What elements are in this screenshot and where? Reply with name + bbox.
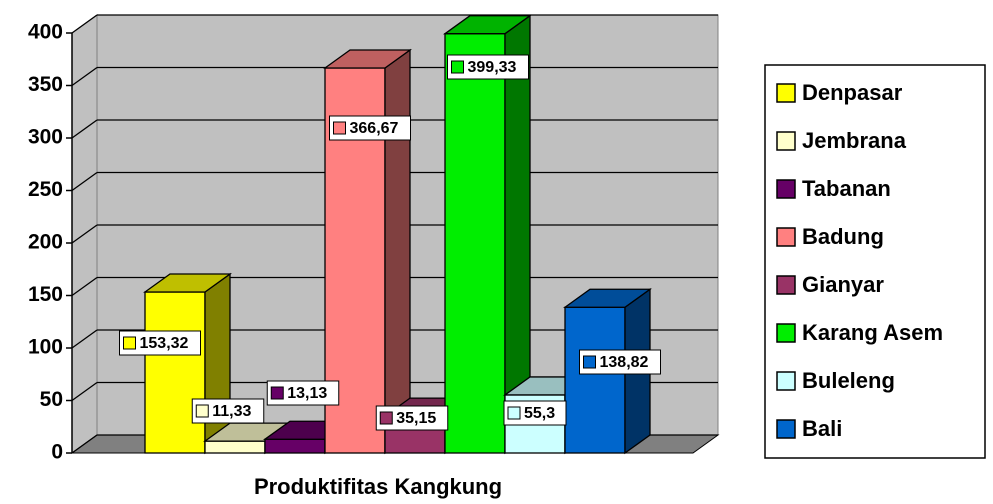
data-label-box [191, 398, 265, 424]
y-tick-label: 0 [51, 441, 63, 464]
grid-line [71, 171, 98, 192]
legend-key [776, 275, 796, 295]
bar-side [384, 48, 411, 455]
legend-label: Karang Asem [802, 320, 943, 345]
legend-label: Gianyar [802, 272, 884, 297]
data-label: 13,13 [287, 385, 327, 402]
legend-label: Buleleng [802, 368, 895, 393]
x-category-label: Produktifitas Kangkung [254, 474, 502, 499]
y-tick-label: 100 [28, 336, 63, 359]
legend-key [776, 371, 796, 391]
legend-key [776, 227, 796, 247]
data-label: 35,15 [396, 410, 436, 427]
legend-key [776, 179, 796, 199]
data-label-key [270, 386, 284, 400]
legend-key [776, 419, 796, 439]
grid-line [71, 381, 98, 402]
bar [144, 291, 206, 454]
bar-top [442, 15, 533, 35]
grid-line [71, 66, 98, 87]
bar [264, 438, 326, 454]
data-label: 138,82 [600, 354, 649, 371]
grid-line [71, 329, 98, 349]
data-label: 55,3 [524, 405, 555, 422]
bar [564, 306, 626, 454]
data-label-key [333, 121, 346, 135]
legend-label: Tabanan [802, 176, 891, 201]
y-tick-label: 350 [28, 73, 63, 96]
grid-line [71, 276, 98, 297]
data-label-key [507, 406, 521, 420]
data-label-key [583, 355, 596, 369]
legend-label: Jembrana [802, 128, 907, 153]
data-label: 399,33 [468, 59, 517, 76]
grid-line [71, 434, 98, 454]
data-label-key [379, 411, 393, 425]
legend-key [776, 131, 796, 151]
grid-line [71, 224, 98, 244]
bar [444, 33, 506, 454]
y-tick-label: 400 [28, 21, 63, 44]
grid-line [71, 14, 98, 34]
data-label-key [451, 60, 464, 74]
legend-label: Badung [802, 224, 884, 249]
data-label: 366,67 [350, 120, 399, 137]
legend-key [776, 323, 796, 343]
legend-label: Bali [802, 416, 842, 441]
bar-top [562, 288, 653, 308]
data-label-key [195, 404, 209, 418]
grid-line [71, 119, 98, 139]
data-label-box [375, 405, 449, 431]
data-label-key [123, 336, 136, 350]
y-tick-label: 300 [28, 126, 63, 149]
bar [204, 440, 266, 454]
bar-top [322, 49, 413, 69]
legend-box [764, 64, 986, 459]
bar-top [142, 273, 233, 293]
data-label: 153,32 [140, 335, 189, 352]
y-tick-label: 150 [28, 283, 63, 306]
y-tick-label: 50 [40, 388, 63, 411]
legend-key [776, 83, 796, 103]
y-tick-label: 200 [28, 231, 63, 254]
data-label: 11,33 [212, 403, 251, 420]
y-tick-label: 250 [28, 178, 63, 201]
legend-label: Denpasar [802, 80, 903, 105]
